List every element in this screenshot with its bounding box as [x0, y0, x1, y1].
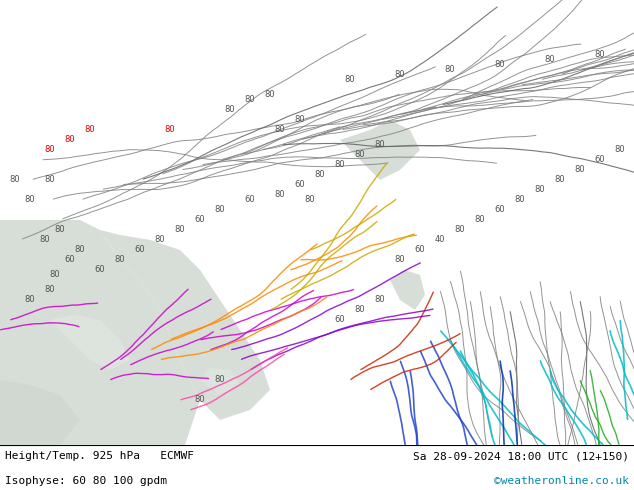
Text: 80: 80 [395, 255, 405, 265]
Text: 80: 80 [25, 295, 36, 304]
Text: 80: 80 [495, 60, 505, 70]
Text: 80: 80 [44, 286, 55, 294]
Text: 80: 80 [165, 125, 176, 134]
Text: Isophyse: 60 80 100 gpdm: Isophyse: 60 80 100 gpdm [5, 476, 167, 486]
Text: 80: 80 [455, 225, 465, 234]
Text: 80: 80 [444, 66, 455, 74]
Text: 80: 80 [115, 255, 126, 265]
Text: 80: 80 [354, 150, 365, 159]
Text: 80: 80 [615, 146, 625, 154]
Text: 80: 80 [245, 96, 256, 104]
Text: 80: 80 [75, 245, 86, 254]
Text: 80: 80 [55, 225, 65, 234]
Text: 80: 80 [275, 191, 285, 199]
Text: 80: 80 [215, 375, 225, 385]
Text: 80: 80 [44, 146, 55, 154]
Text: 80: 80 [10, 175, 20, 184]
Polygon shape [390, 270, 425, 310]
Text: 80: 80 [395, 71, 405, 79]
Text: 80: 80 [475, 216, 485, 224]
Text: 60: 60 [94, 266, 105, 274]
Text: 80: 80 [305, 196, 315, 204]
Text: 80: 80 [545, 55, 555, 65]
Text: 80: 80 [25, 196, 36, 204]
Text: 60: 60 [245, 196, 256, 204]
Text: 80: 80 [375, 295, 385, 304]
Text: 80: 80 [295, 116, 306, 124]
Text: 80: 80 [215, 205, 225, 215]
Text: Sa 28-09-2024 18:00 UTC (12+150): Sa 28-09-2024 18:00 UTC (12+150) [413, 451, 629, 461]
Text: 80: 80 [65, 135, 75, 145]
Text: 80: 80 [155, 236, 165, 245]
Polygon shape [0, 380, 80, 445]
Text: 80: 80 [195, 395, 205, 404]
Text: 80: 80 [40, 236, 50, 245]
Text: 80: 80 [345, 75, 355, 84]
Text: 80: 80 [275, 125, 285, 134]
Text: 80: 80 [595, 50, 605, 59]
Text: 80: 80 [175, 225, 185, 234]
Polygon shape [0, 220, 200, 445]
Text: 60: 60 [335, 316, 346, 324]
Text: 80: 80 [264, 91, 275, 99]
Text: 80: 80 [375, 141, 385, 149]
Text: 40: 40 [435, 236, 445, 245]
Text: 60: 60 [134, 245, 145, 254]
Polygon shape [340, 120, 420, 180]
Text: Height/Temp. 925 hPa   ECMWF: Height/Temp. 925 hPa ECMWF [5, 451, 194, 461]
Text: 80: 80 [574, 166, 585, 174]
Polygon shape [200, 368, 240, 395]
Text: 60: 60 [495, 205, 505, 215]
Text: 80: 80 [354, 305, 365, 315]
Text: 80: 80 [555, 175, 566, 184]
Text: 60: 60 [595, 155, 605, 165]
Text: 80: 80 [314, 171, 325, 179]
Text: 80: 80 [49, 270, 60, 279]
Text: 60: 60 [295, 180, 306, 190]
Text: 80: 80 [44, 175, 55, 184]
Text: 80: 80 [534, 186, 545, 195]
Polygon shape [50, 315, 130, 370]
Text: 60: 60 [195, 216, 205, 224]
Text: 80: 80 [515, 196, 526, 204]
Text: 60: 60 [65, 255, 75, 265]
Text: 80: 80 [85, 125, 95, 134]
Text: 60: 60 [415, 245, 425, 254]
Polygon shape [100, 230, 270, 420]
Text: 80: 80 [335, 160, 346, 170]
Text: ©weatheronline.co.uk: ©weatheronline.co.uk [494, 476, 629, 486]
Text: 80: 80 [224, 105, 235, 115]
